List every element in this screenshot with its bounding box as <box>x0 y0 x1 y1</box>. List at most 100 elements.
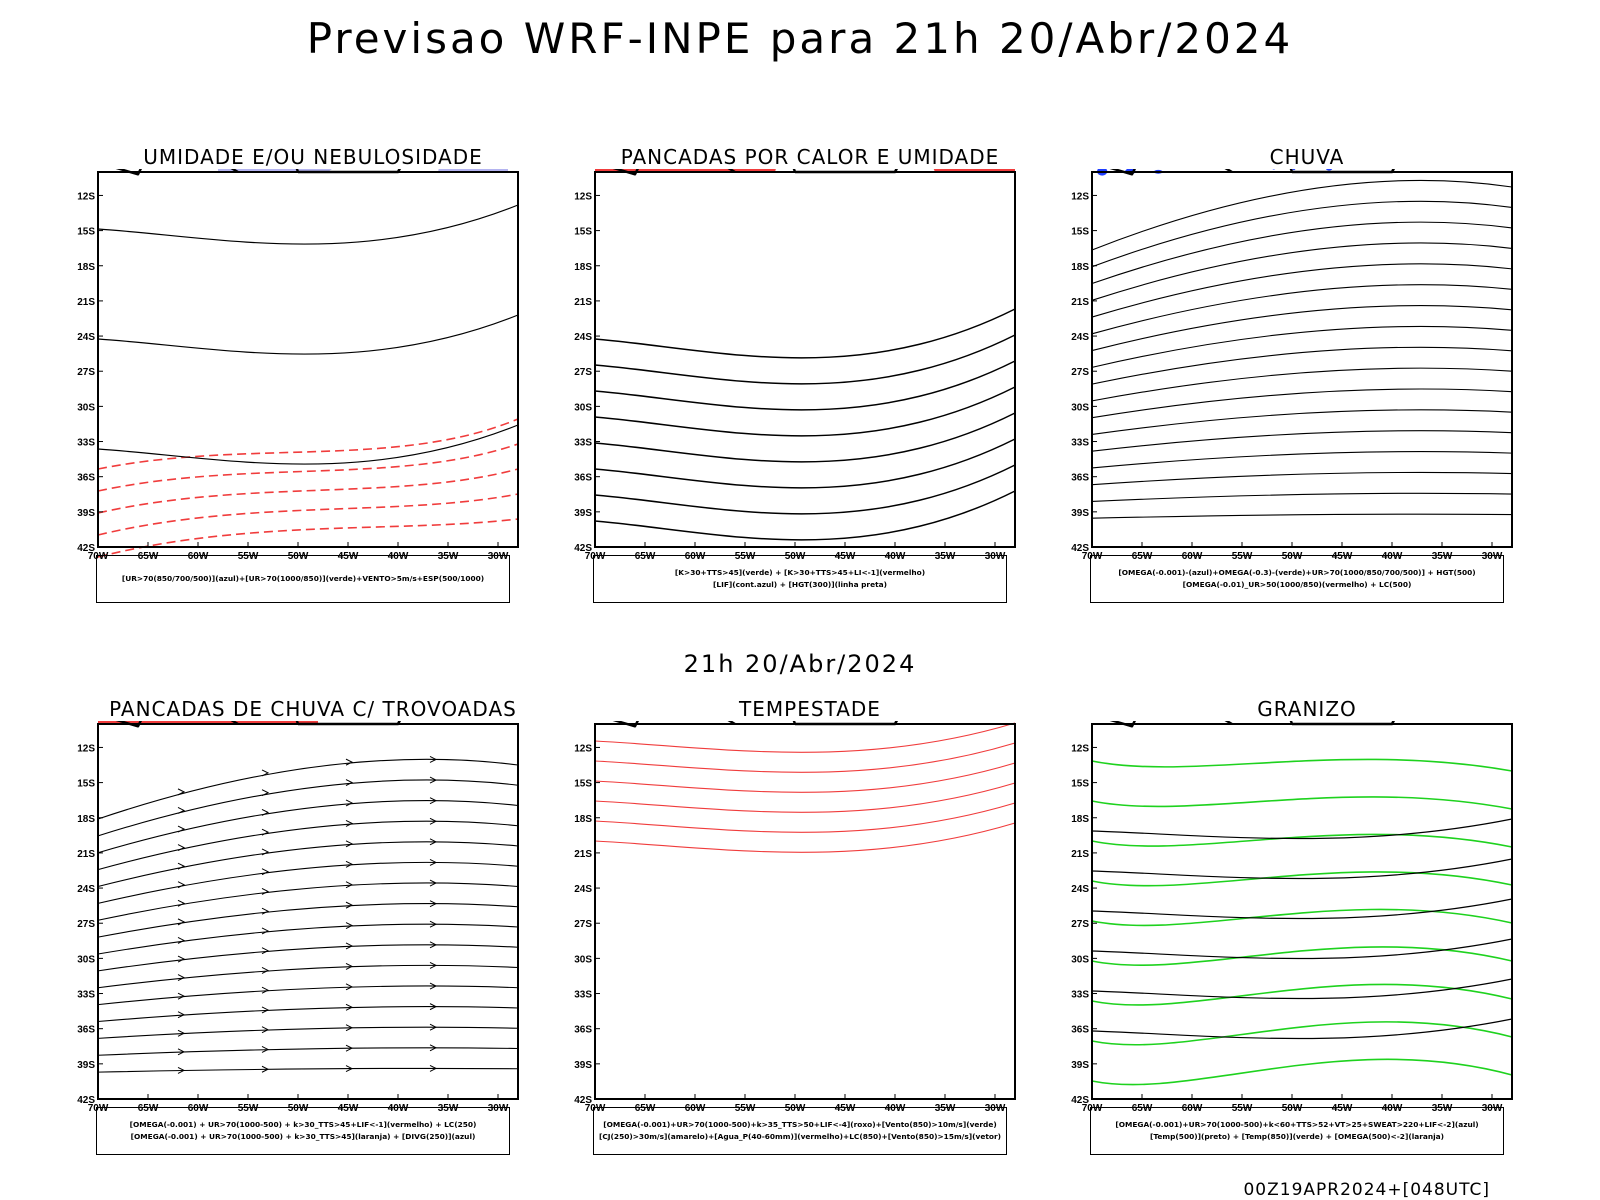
lon-tick-label: 30W <box>1482 1103 1503 1114</box>
streamline-arrow <box>261 828 270 836</box>
lon-tick-label: 65W <box>635 551 656 562</box>
lon-tick-label: 60W <box>1182 1103 1203 1114</box>
lat-tick-label: 39S <box>1071 1060 1089 1071</box>
panel-title: GRANIZO <box>1257 697 1357 721</box>
streamline-arrow <box>177 1048 186 1056</box>
lon-tick-label: 35W <box>1432 1103 1453 1114</box>
streamline <box>1091 221 1513 285</box>
lon-tick-label: 55W <box>1232 1103 1253 1114</box>
lat-tick-label: 36S <box>77 1025 95 1036</box>
lat-tick-label: 27S <box>574 919 592 930</box>
panel-title: TEMPESTADE <box>739 697 881 721</box>
lon-tick-label: 65W <box>138 1103 159 1114</box>
lat-tick-label: 36S <box>1071 1025 1089 1036</box>
lat-tick-label: 24S <box>574 884 592 895</box>
contour-line <box>594 762 1016 793</box>
lon-tick-label: 55W <box>238 551 259 562</box>
map-frame <box>1091 723 1513 1100</box>
streamline-arrow <box>429 776 438 784</box>
lat-tick-label: 39S <box>574 1060 592 1071</box>
streamline-arrow <box>345 962 354 970</box>
streamline-arrow <box>177 955 186 963</box>
streamline <box>97 903 519 938</box>
lat-tick-label: 33S <box>1071 438 1089 449</box>
contour-line <box>594 490 1016 541</box>
contour-line <box>97 314 519 355</box>
lon-tick-label: 40W <box>388 1103 409 1114</box>
streamline-arrow <box>261 789 270 797</box>
lat-tick-label: 21S <box>77 297 95 308</box>
streamline-arrow <box>345 799 354 807</box>
streamline-arrow <box>261 1065 270 1073</box>
lon-tick-label: 65W <box>1132 1103 1153 1114</box>
lon-tick-label: 50W <box>785 551 806 562</box>
map-frame <box>97 723 519 1100</box>
omega-area <box>1272 169 1276 170</box>
streamline-arrow <box>429 1023 438 1031</box>
streamline-arrow <box>345 779 354 786</box>
lat-tick-label: 27S <box>1071 919 1089 930</box>
streamline-arrow <box>345 1044 354 1052</box>
streamline <box>1091 492 1513 503</box>
map-frame <box>1091 171 1513 548</box>
contour-line <box>1091 818 1513 840</box>
contour-line <box>594 722 1016 753</box>
lon-tick-label: 55W <box>1232 551 1253 562</box>
panel-legend: [OMEGA(-0.001) + UR>70(1000-500) + k>30_… <box>96 1107 510 1155</box>
streamline-arrow <box>345 1065 354 1073</box>
streamline-arrow <box>261 907 270 915</box>
omega-area <box>1325 169 1333 171</box>
thickness-contour <box>97 468 519 514</box>
lat-tick-label: 27S <box>1071 367 1089 378</box>
lon-tick-label: 55W <box>238 1103 259 1114</box>
omega-area <box>1292 169 1296 171</box>
contour-line <box>594 334 1016 385</box>
temperature-850-contour <box>1091 1058 1513 1086</box>
streamline-arrow <box>177 936 186 944</box>
lat-tick-label: 42S <box>77 1095 95 1106</box>
streamline-arrow <box>261 967 270 974</box>
lon-tick-label: 35W <box>935 1103 956 1114</box>
lon-tick-label: 50W <box>1282 551 1303 562</box>
streamline <box>1091 513 1513 519</box>
contour-line <box>594 782 1016 813</box>
lat-tick-label: 33S <box>574 438 592 449</box>
streamline <box>97 964 519 989</box>
lat-tick-label: 15S <box>77 779 95 790</box>
lon-tick-label: 60W <box>1182 551 1203 562</box>
lon-tick-label: 30W <box>985 1103 1006 1114</box>
streamline <box>1091 451 1513 469</box>
lat-tick-label: 24S <box>77 332 95 343</box>
lat-tick-label: 33S <box>574 990 592 1001</box>
lat-tick-label: 12S <box>1071 191 1089 202</box>
legend-line: [CJ(250)>30m/s](amarelo)+[Agua_P(40-60mm… <box>599 1132 1001 1141</box>
lon-tick-label: 55W <box>735 551 756 562</box>
streamline-arrow <box>261 769 270 777</box>
streamline <box>97 1006 519 1023</box>
panel-title: UMIDADE E/OU NEBULOSIDADE <box>143 145 483 169</box>
legend-line: [OMEGA(-0.001) + UR>70(1000-500) + k>30_… <box>130 1132 476 1141</box>
panel-tempestade: TEMPESTADE605040302012S 15S 18S 21S 24S 27S 30… <box>570 697 1050 1167</box>
lat-tick-label: 21S <box>574 849 592 860</box>
streamline-arrow <box>261 808 270 816</box>
lon-tick-label: 40W <box>1382 551 1403 562</box>
lon-tick-label: 45W <box>835 551 856 562</box>
lon-tick-label: 70W <box>1082 551 1103 562</box>
contour-line <box>1091 938 1513 960</box>
streamline-arrow <box>345 881 354 889</box>
lat-tick-label: 18S <box>1071 262 1089 273</box>
legend-line: [LIF](cont.azul) + [HGT(300)](linha pret… <box>713 580 887 589</box>
lat-tick-label: 24S <box>77 884 95 895</box>
lon-tick-label: 35W <box>1432 551 1453 562</box>
temperature-850-contour <box>1091 871 1513 887</box>
lon-tick-label: 70W <box>88 1103 109 1114</box>
streamline <box>97 923 519 955</box>
lat-tick-label: 27S <box>77 367 95 378</box>
lat-tick-label: 33S <box>77 990 95 1001</box>
streamline <box>97 1026 519 1039</box>
streamline-arrow <box>177 992 186 1000</box>
temperature-850-contour <box>1091 983 1513 1006</box>
lat-tick-label: 36S <box>77 473 95 484</box>
lat-tick-label: 12S <box>77 191 95 202</box>
